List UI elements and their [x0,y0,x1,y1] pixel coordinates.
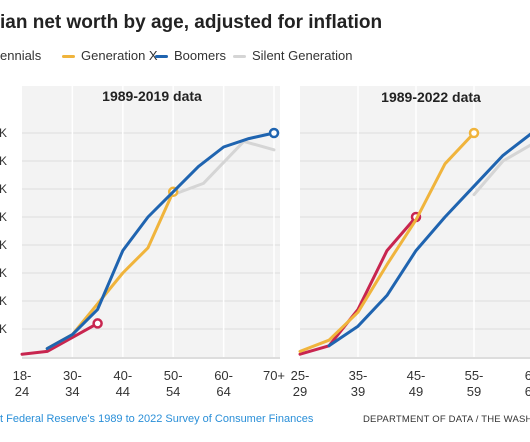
panel-background [22,86,280,357]
x-tick-label: 35- [349,368,368,383]
x-tick-label: 34 [65,384,79,399]
y-tick-label: K [0,154,7,168]
y-tick-label: K [0,126,7,140]
x-tick-label: 59 [467,384,481,399]
y-tick-label: K [0,238,7,252]
legend-label: Boomers [174,48,227,63]
x-tick-label: 44 [116,384,130,399]
y-tick-label: K [0,322,7,336]
x-tick-label: 70+ [263,368,285,383]
series-line-generation-x [298,131,476,353]
x-tick-label: 55- [465,368,484,383]
x-tick-label: 50- [164,368,183,383]
panel-title: 1989-2022 data [381,89,481,105]
series-end-marker-generation-x [468,127,480,139]
x-tick-label: 30- [63,368,82,383]
series-line-millennials [20,321,100,356]
y-tick-label: K [0,294,7,308]
legend-item-boomers: Boomers [155,48,226,63]
source-note: t Federal Reserve's 1989 to 2022 Survey … [0,413,314,425]
series-end-marker-boomers [268,127,280,139]
legend-swatch [62,55,75,59]
x-tick-label: 24 [15,384,29,399]
series-line-silent-generation [171,139,276,197]
y-tick-label: K [0,266,7,280]
series-line-boomers [45,131,276,351]
series-line-boomers [327,132,530,348]
panel-title: 1989-2019 data [102,88,202,104]
x-tick-label: 45- [407,368,426,383]
x-tick-label: 25- [291,368,310,383]
x-tick-label: 39 [351,384,365,399]
y-tick-label: K [0,210,7,224]
y-tick-label: K [0,182,7,196]
legend-item-silent-generation: Silent Generation [233,48,352,63]
x-tick-label: 18- [13,368,32,383]
x-tick-label: 64 [216,384,230,399]
legend-swatch [155,55,168,59]
x-tick-label: 29 [293,384,307,399]
legend-label: ennials [0,48,42,63]
x-tick-label: 40- [113,368,132,383]
x-tick-label: 60- [214,368,233,383]
x-tick-label: 49 [409,384,423,399]
x-tick-label: 54 [166,384,180,399]
x-tick-label: 65 [525,368,530,383]
series-end-marker-millennials [92,318,103,329]
legend-label: Silent Generation [252,48,353,63]
credit-line: DEPARTMENT OF DATA / THE WASHINGT [363,414,530,425]
legend-item-millennials: ennials [0,48,41,63]
legend-swatch [233,55,246,59]
x-tick-label: 69 [525,384,530,399]
chart-title: ian net worth by age, adjusted for infla… [0,12,383,33]
legend-label: Generation X [81,48,158,63]
legend-item-generation-x: Generation X [62,48,158,63]
series-line-silent-generation [472,143,530,197]
legend: ennials Generation X Boomers Silent Gene… [0,48,530,66]
